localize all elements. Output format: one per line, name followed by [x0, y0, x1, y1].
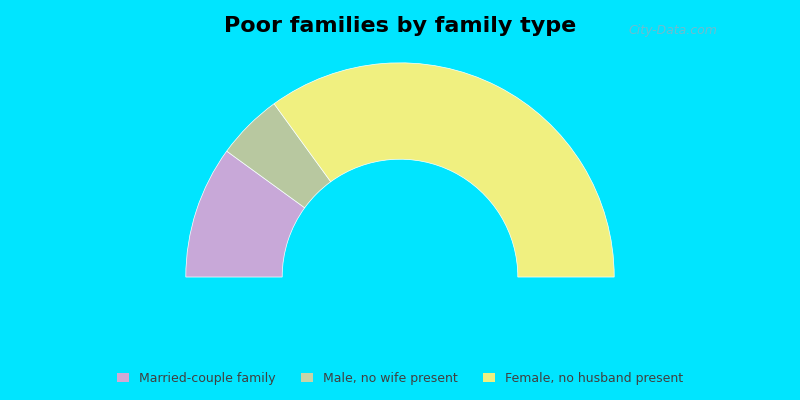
- Text: City-Data.com: City-Data.com: [628, 24, 717, 37]
- Wedge shape: [274, 63, 614, 277]
- Legend: Married-couple family, Male, no wife present, Female, no husband present: Married-couple family, Male, no wife pre…: [111, 367, 689, 390]
- Text: Poor families by family type: Poor families by family type: [224, 16, 576, 36]
- Wedge shape: [186, 151, 305, 277]
- Wedge shape: [226, 104, 330, 208]
